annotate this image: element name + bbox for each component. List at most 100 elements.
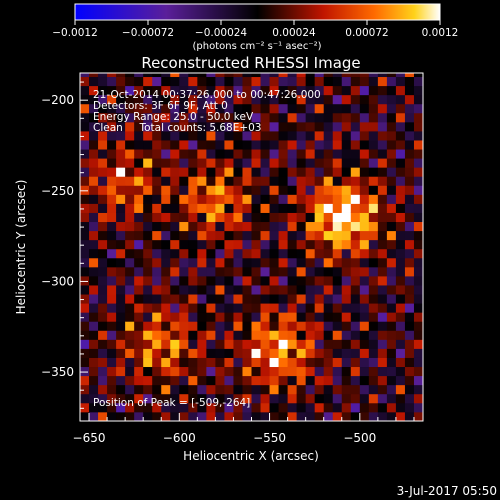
heatmap-cell <box>89 303 99 313</box>
heatmap-cell <box>89 158 99 168</box>
heatmap-cell <box>116 411 126 421</box>
heatmap-cell <box>116 266 126 277</box>
heatmap-cell <box>260 212 270 223</box>
heatmap-cell <box>197 167 207 177</box>
heatmap-cell <box>80 312 90 322</box>
heatmap-cell <box>260 339 270 349</box>
heatmap-cell <box>368 158 379 168</box>
heatmap-cell <box>269 112 279 123</box>
heatmap-cell <box>107 230 117 241</box>
heatmap-cell <box>278 294 289 304</box>
heatmap-cell <box>116 294 126 304</box>
heatmap-cell <box>107 76 117 87</box>
heatmap-cell <box>107 348 117 358</box>
heatmap-cell <box>125 411 135 421</box>
heatmap-cell <box>170 103 180 114</box>
heatmap-cell <box>278 402 289 413</box>
heatmap-cell <box>314 375 325 386</box>
heatmap-cell <box>215 131 225 141</box>
heatmap-cell <box>305 112 316 123</box>
heatmap-cell <box>251 357 261 368</box>
x-tick-label: −500 <box>343 431 376 445</box>
heatmap-cell <box>188 140 198 150</box>
heatmap-cell <box>224 393 234 404</box>
heatmap-cell <box>386 121 397 132</box>
heatmap-cell <box>305 121 316 132</box>
heatmap-cell <box>377 384 388 395</box>
heatmap-cell <box>323 357 334 368</box>
heatmap-cell <box>395 402 406 413</box>
heatmap-cell <box>224 312 234 322</box>
heatmap-cell <box>323 103 334 114</box>
heatmap-cell <box>404 167 415 177</box>
heatmap-cell <box>233 375 243 386</box>
heatmap-cell <box>323 402 334 413</box>
heatmap-cell <box>98 339 108 349</box>
x-axis-label: Heliocentric X (arcsec) <box>183 449 319 463</box>
heatmap-cell <box>89 294 99 304</box>
heatmap-cell <box>242 366 252 377</box>
heatmap-cell <box>287 330 298 340</box>
heatmap-cell <box>170 76 180 87</box>
heatmap-cell <box>251 303 261 313</box>
heatmap-cell <box>260 176 270 186</box>
heatmap-cell <box>125 384 135 395</box>
heatmap-cell <box>161 140 171 150</box>
heatmap-cell <box>143 384 153 395</box>
heatmap-cell <box>143 248 153 259</box>
heatmap-cell <box>224 185 234 195</box>
heatmap-cell <box>197 121 207 132</box>
heatmap-cell <box>170 339 180 349</box>
heatmap-cell <box>332 303 343 313</box>
heatmap-cell <box>179 375 189 386</box>
heatmap-cell <box>377 266 388 277</box>
heatmap-cell <box>179 112 189 123</box>
heatmap-cell <box>368 384 379 395</box>
heatmap-cell <box>269 230 279 241</box>
heatmap-cell <box>368 140 379 150</box>
heatmap-cell <box>332 131 343 141</box>
heatmap-cell <box>260 411 270 421</box>
heatmap-cell <box>98 221 108 232</box>
heatmap-cell <box>404 294 415 304</box>
heatmap-cell <box>368 348 379 358</box>
heatmap-cell <box>368 411 379 421</box>
heatmap-cell <box>296 140 307 150</box>
heatmap-cell <box>296 76 307 87</box>
heatmap-cell <box>350 149 361 159</box>
heatmap-cell <box>152 239 162 250</box>
heatmap-cell <box>413 366 423 377</box>
heatmap-cell <box>179 330 189 340</box>
heatmap-cell <box>404 330 415 340</box>
heatmap-cell <box>269 203 279 213</box>
heatmap-cell <box>314 149 325 159</box>
heatmap-cell <box>377 203 388 213</box>
heatmap-cell <box>224 140 234 150</box>
heatmap-cell <box>224 103 234 114</box>
heatmap-cell <box>206 285 216 295</box>
heatmap-cell <box>359 339 370 349</box>
heatmap-cell <box>278 85 289 96</box>
heatmap-cell <box>116 330 126 340</box>
heatmap-cell <box>386 112 397 123</box>
heatmap-cell <box>368 248 379 259</box>
heatmap-cell <box>287 131 298 141</box>
heatmap-cell <box>341 303 352 313</box>
heatmap-cell <box>143 112 153 123</box>
heatmap-cell <box>260 384 270 395</box>
heatmap-cell <box>197 348 207 358</box>
heatmap-cell <box>386 167 397 177</box>
heatmap-cell <box>260 402 270 413</box>
heatmap-cell <box>134 393 144 404</box>
heatmap-cell <box>269 339 279 349</box>
heatmap-cell <box>134 176 144 186</box>
heatmap-cell <box>98 303 108 313</box>
heatmap-cell <box>305 221 316 232</box>
heatmap-cell <box>89 149 99 159</box>
heatmap-cell <box>152 375 162 386</box>
heatmap-cell <box>143 221 153 232</box>
heatmap-cell <box>152 131 162 141</box>
heatmap-cell <box>323 221 334 232</box>
heatmap-cell <box>377 321 388 331</box>
heatmap-cell <box>395 257 406 268</box>
